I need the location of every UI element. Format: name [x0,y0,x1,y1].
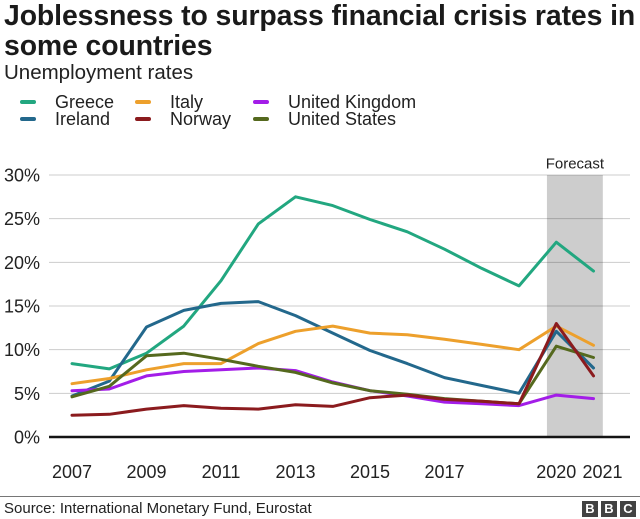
legend-label-greece: Greece [55,92,115,112]
x-tick-label-2007: 2007 [52,462,92,482]
forecast-label: Forecast [546,156,605,173]
x-tick-label-2017: 2017 [424,462,464,482]
legend-swatch-greece [20,100,36,104]
legend-label-italy: Italy [170,92,204,112]
series-line-ireland [70,300,595,398]
chart-subtitle: Unemployment rates [4,61,194,84]
series-line-italy [70,324,595,386]
x-tick-label-2013: 2013 [275,462,315,482]
legend-swatch-italy [135,100,151,104]
x-tick-label-2020: 2020 [536,462,576,482]
y-tick-label-15: 15% [4,297,40,317]
legend-swatch-united-states [253,117,269,121]
y-axis-labels-group: 0% 5% 10% 15% 20% 25% 30% [4,166,40,448]
bbc-logo-letter: C [620,501,636,517]
x-tick-label-2009: 2009 [126,462,166,482]
x-tick-label-2015: 2015 [350,462,390,482]
legend-label-ireland: Ireland [55,109,111,129]
y-tick-label-30: 30% [4,166,40,186]
y-tick-label-10: 10% [4,340,40,360]
legend-label-united-states: United States [288,109,397,129]
x-axis-labels-group: 2007 2009 2011 2013 2015 2017 2020 2021 [52,462,623,482]
legend-swatch-united-kingdom [253,100,269,104]
x-tick-label-2021: 2021 [582,462,622,482]
forecast-band-group: Forecast [546,156,605,437]
y-tick-label-0: 0% [14,428,40,448]
legend-label-norway: Norway [170,109,232,129]
legend-label-united-kingdom: United Kingdom [288,92,417,112]
legend-swatch-norway [135,117,151,121]
y-tick-label-25: 25% [4,209,40,229]
bbc-logo-letter: B [601,501,617,517]
gridlines-group [49,174,630,394]
forecast-band [546,175,603,437]
source-note: Source: International Monetary Fund, Eur… [4,500,312,517]
series-lines-group [70,195,595,417]
footer-divider [0,496,640,497]
bbc-logo-letter: B [582,501,598,517]
y-tick-label-5: 5% [14,384,40,404]
y-tick-label-20: 20% [4,253,40,273]
x-tick-label-2011: 2011 [202,462,241,482]
series-line-norway [70,322,595,417]
chart-title: Joblessness to surpass financial crisis … [4,0,636,62]
series-line-united-kingdom [70,366,595,408]
legend-swatch-ireland [20,117,36,121]
series-line-greece [70,195,595,371]
